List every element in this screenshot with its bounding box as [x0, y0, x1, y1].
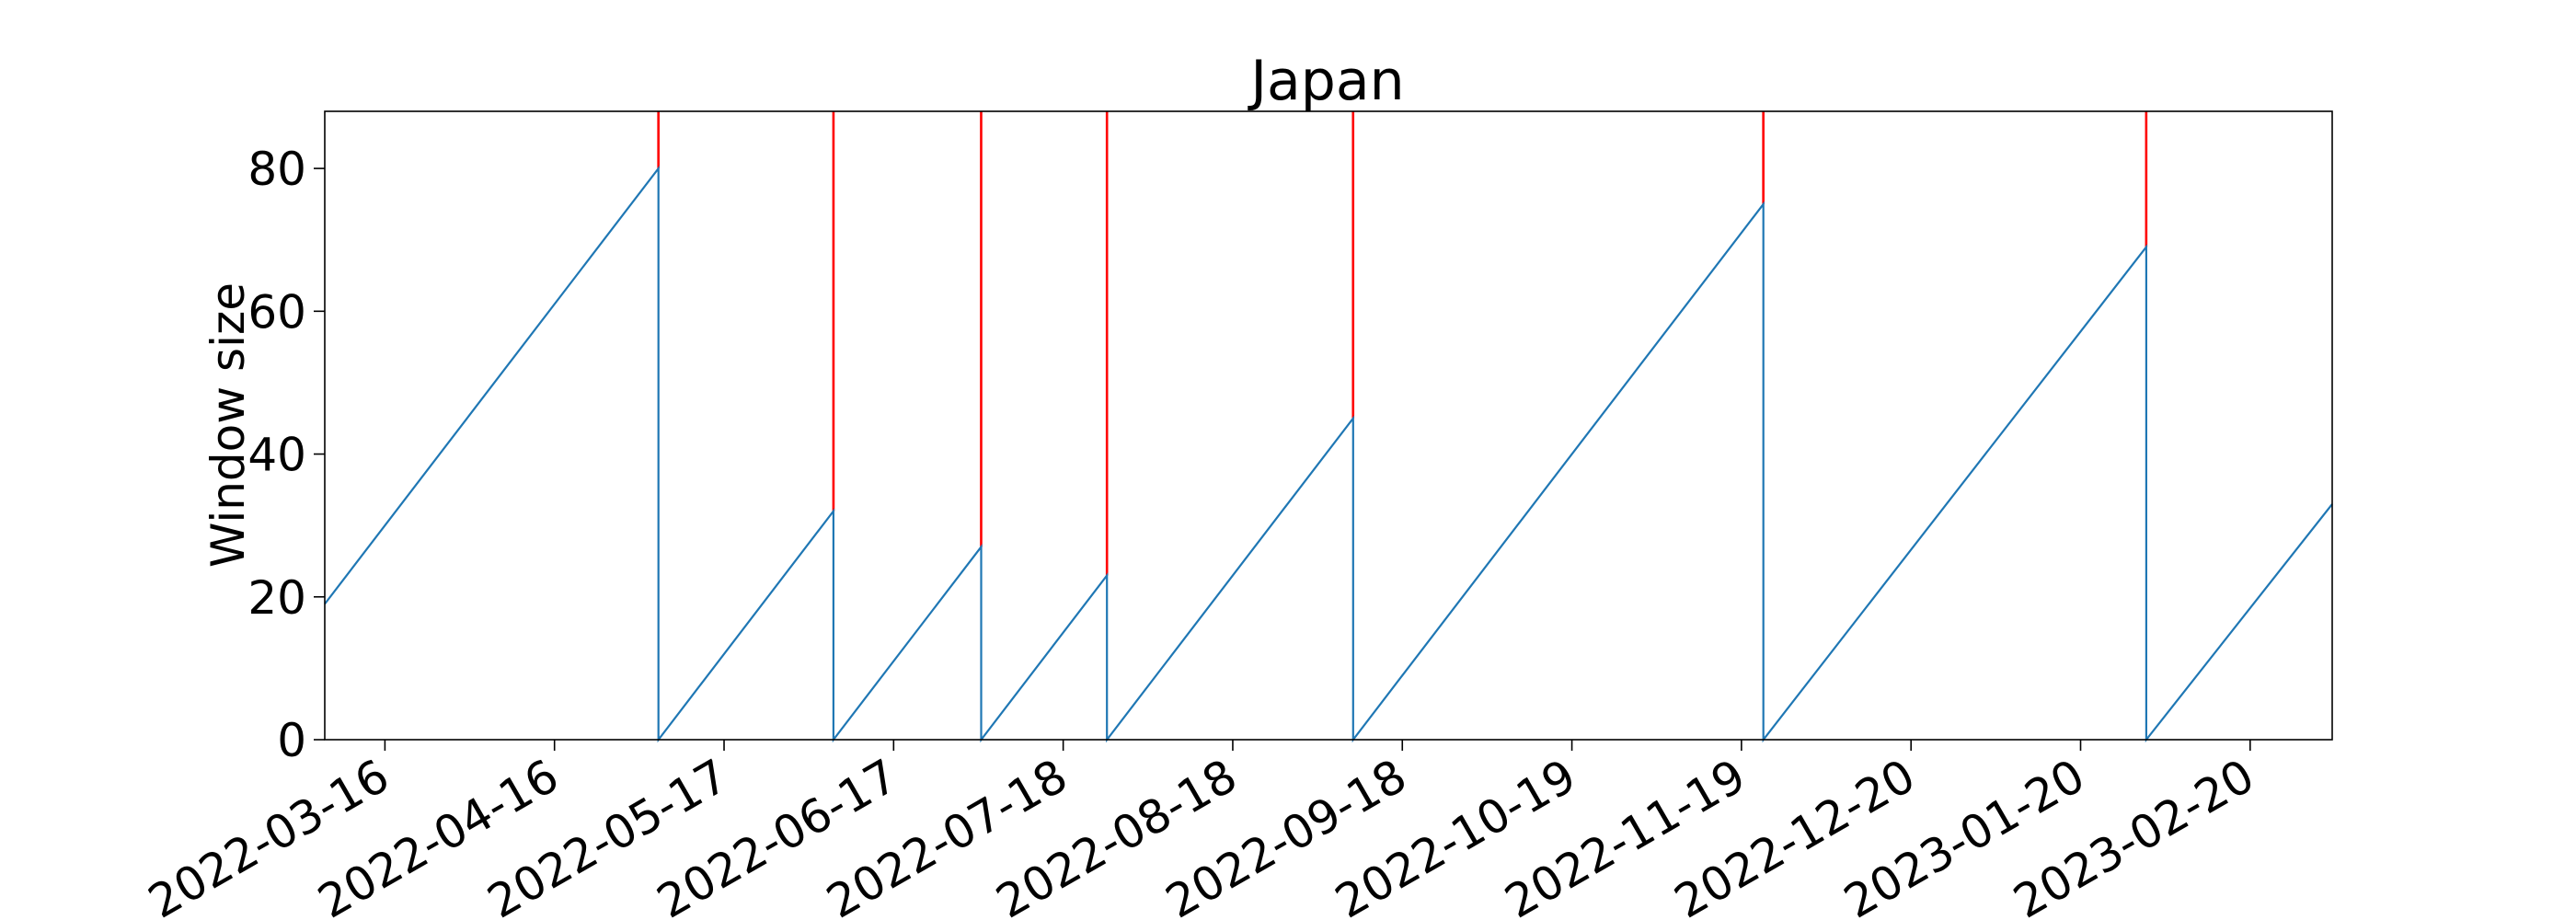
y-tick-label: 40 [247, 429, 306, 482]
x-axis: 2022-03-162022-04-162022-05-172022-06-17… [140, 740, 2263, 920]
y-tick-label: 60 [247, 285, 306, 339]
y-axis: 0 20 40 60 80 [247, 143, 325, 767]
y-tick-label: 0 [277, 714, 306, 767]
plot-frame [324, 110, 2333, 741]
y-axis-label: Window size [201, 282, 255, 568]
plot-area [324, 111, 2333, 743]
chart-title: Japan [1247, 49, 1404, 113]
y-tick-label: 20 [247, 571, 306, 625]
series-line-0 [324, 165, 2333, 743]
y-tick-label: 80 [247, 143, 306, 196]
